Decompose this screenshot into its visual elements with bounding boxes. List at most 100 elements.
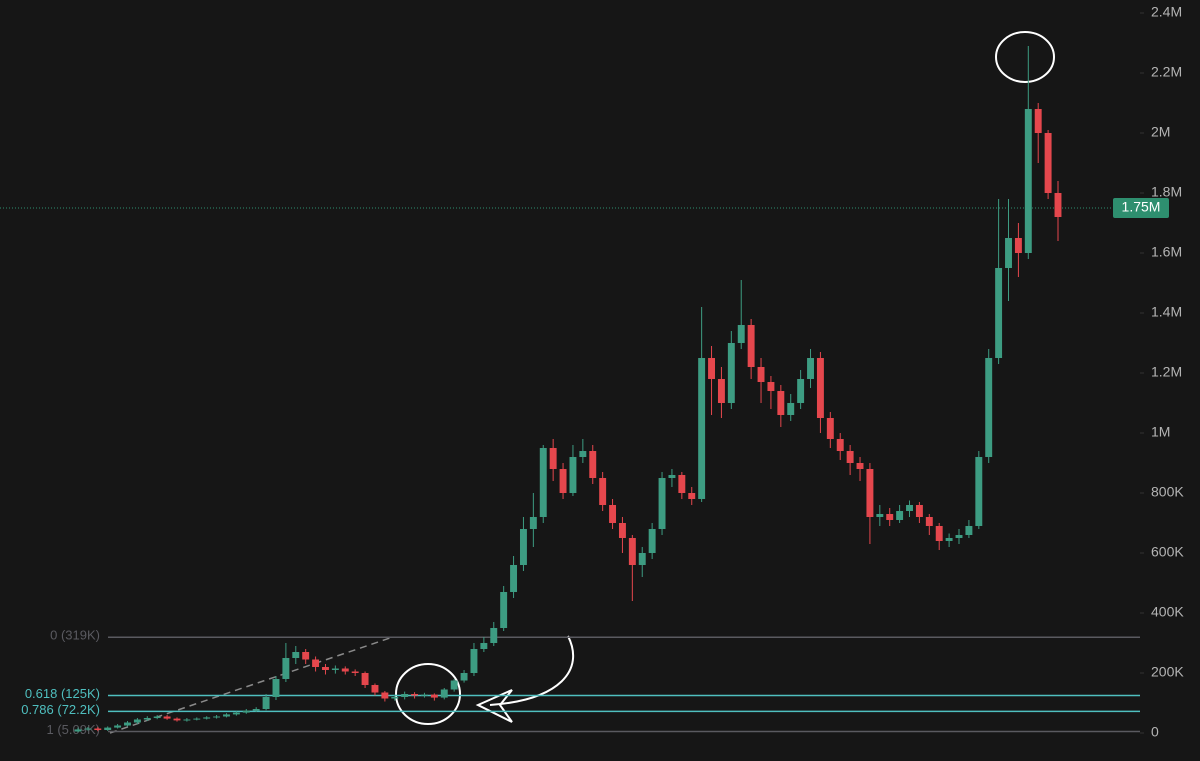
candle-body	[866, 469, 874, 517]
candle-body	[203, 717, 211, 719]
candle-body	[935, 526, 943, 541]
candle-body	[213, 716, 221, 718]
candle-body	[767, 382, 775, 391]
candle-body	[450, 680, 458, 690]
candle-body	[331, 668, 339, 670]
candle-body	[124, 722, 131, 726]
candle-body	[1044, 133, 1052, 193]
y-tick-label: 0	[1151, 724, 1159, 740]
candle-body	[133, 719, 141, 723]
candle-body	[529, 517, 537, 529]
candle-body	[1014, 238, 1022, 253]
y-tick-label: 600K	[1151, 544, 1184, 560]
y-tick-label: 2.4M	[1151, 4, 1182, 20]
candle-body	[599, 478, 607, 505]
candle-body	[589, 451, 597, 478]
candle-body	[896, 511, 904, 520]
candle-body	[411, 694, 419, 696]
y-tick-label: 200K	[1151, 664, 1184, 680]
candle-body	[282, 658, 290, 679]
candle-body	[549, 448, 557, 469]
candle-body	[232, 712, 240, 715]
candle-body	[252, 709, 260, 711]
highlight-circle	[395, 663, 461, 725]
candle-body	[163, 716, 171, 719]
y-tick-label: 1.4M	[1151, 304, 1182, 320]
y-tick-label: 1.8M	[1151, 184, 1182, 200]
candle-body	[569, 457, 577, 493]
candle-body	[559, 469, 567, 493]
candle-body	[510, 565, 518, 592]
fib-level-label: 1 (5.09K)	[47, 722, 100, 737]
candle-body	[836, 439, 844, 451]
candle-body	[193, 718, 201, 720]
candle-body	[322, 667, 329, 670]
candle-body	[737, 325, 745, 343]
candle-body	[708, 358, 715, 379]
candle-body	[94, 728, 102, 730]
fib-level-label: 0.786 (72.2K)	[21, 702, 100, 717]
candle-body	[84, 728, 92, 730]
y-tick-label: 1M	[1151, 424, 1170, 440]
candle-body	[995, 268, 1003, 358]
candle-body	[74, 729, 82, 732]
candle-body	[688, 493, 696, 499]
candle-body	[430, 694, 438, 698]
candle-body	[1024, 109, 1032, 253]
candle-body	[519, 529, 527, 565]
candle-body	[777, 391, 785, 415]
candle-body	[628, 538, 636, 565]
candle-body	[856, 463, 864, 469]
candle-body	[1034, 109, 1042, 133]
candle-body	[747, 325, 755, 367]
y-tick-label: 2.2M	[1151, 64, 1182, 80]
y-tick-label: 800K	[1151, 484, 1184, 500]
candle-body	[421, 694, 428, 696]
last-price-tag	[1113, 198, 1169, 218]
candle-body	[668, 475, 676, 478]
candle-body	[480, 643, 488, 649]
candle-body	[104, 727, 112, 730]
candle-body	[975, 457, 983, 526]
candle-body	[698, 358, 706, 499]
candle-body	[826, 418, 834, 439]
candle-body	[223, 714, 230, 717]
candle-body	[1005, 238, 1012, 268]
candle-body	[351, 671, 359, 673]
last-price-label: 1.75M	[1122, 199, 1161, 215]
candle-body	[876, 514, 884, 517]
candle-body	[717, 379, 725, 403]
candle-body	[579, 451, 587, 457]
candle-body	[470, 649, 478, 673]
fib-level-label: 0 (319K)	[50, 628, 100, 643]
arrow	[489, 635, 575, 706]
candle-body	[965, 526, 973, 535]
candle-body	[341, 668, 349, 672]
candle-body	[807, 358, 814, 379]
candle-body	[153, 716, 161, 718]
y-tick-label: 1.2M	[1151, 364, 1182, 380]
candle-body	[262, 697, 270, 709]
candle-body	[618, 523, 626, 538]
candle-body	[381, 692, 389, 699]
candle-body	[609, 505, 617, 523]
candle-body	[985, 358, 993, 457]
candle-body	[371, 685, 379, 693]
candle-body	[391, 697, 399, 699]
candle-body	[915, 505, 923, 517]
y-tick-label: 1.6M	[1151, 244, 1182, 260]
candle-body	[658, 478, 666, 529]
candle-body	[816, 358, 824, 418]
candle-body	[539, 448, 547, 517]
candle-body	[242, 710, 250, 713]
candle-body	[955, 535, 963, 538]
candle-body	[361, 673, 369, 685]
candle-body	[490, 628, 498, 643]
candle-body	[727, 343, 735, 403]
candle-body	[183, 719, 191, 721]
candle-body	[787, 403, 795, 415]
candle-body	[638, 553, 646, 565]
